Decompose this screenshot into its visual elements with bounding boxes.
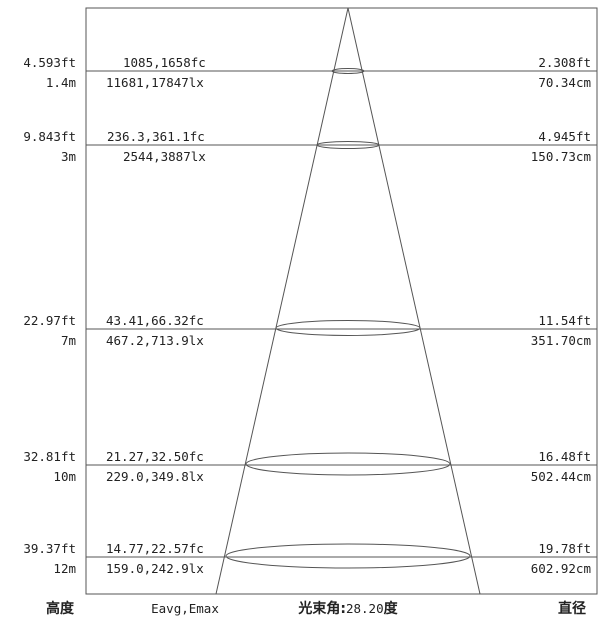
diameter-ft-label: 11.54ft	[538, 313, 591, 328]
height-ft-label: 39.37ft	[23, 541, 76, 556]
height-ft-label: 32.81ft	[23, 449, 76, 464]
diameter-cm-label: 351.70cm	[531, 333, 591, 348]
height-m-label: 7m	[61, 333, 76, 348]
diameter-cm-label: 502.44cm	[531, 469, 591, 484]
level-row: 22.97ft 7m 43.41,66.32fc 467.2,713.9lx 1…	[23, 313, 597, 348]
illuminance-lx-label: 467.2,713.9lx	[106, 333, 204, 348]
beam-spot-ellipse	[225, 543, 471, 569]
beam-angle-label: 光束角:28.20度	[297, 600, 398, 617]
illuminance-fc-label: 43.41,66.32fc	[106, 313, 204, 328]
diameter-ft-label: 19.78ft	[538, 541, 591, 556]
diameter-column-label: 直径	[558, 600, 586, 617]
illuminance-fc-label: 1085,1658fc	[123, 55, 206, 70]
beam-angle-prefix: 光束角:	[297, 600, 346, 617]
eavg-emax-column-label: Eavg,Emax	[151, 601, 219, 616]
height-column-label: 高度	[46, 600, 75, 617]
level-row: 4.593ft 1.4m 1085,1658fc 11681,17847lx 2…	[23, 55, 597, 90]
beam-cone-left-edge	[215, 7, 349, 595]
diameter-ft-label: 16.48ft	[538, 449, 591, 464]
beam-cone-right-edge	[347, 7, 481, 595]
illuminance-lx-label: 159.0,242.9lx	[106, 561, 204, 576]
level-row: 32.81ft 10m 21.27,32.50fc 229.0,349.8lx …	[23, 449, 597, 484]
height-m-label: 1.4m	[46, 75, 76, 90]
illuminance-fc-label: 21.27,32.50fc	[106, 449, 204, 464]
diameter-ft-label: 2.308ft	[538, 55, 591, 70]
beam-angle-unit: 度	[384, 600, 399, 617]
illuminance-lx-label: 11681,17847lx	[106, 75, 204, 90]
illuminance-fc-label: 14.77,22.57fc	[106, 541, 204, 556]
illuminance-lx-label: 2544,3887lx	[123, 149, 206, 164]
diameter-cm-label: 70.34cm	[538, 75, 591, 90]
beam-spot-ellipse	[316, 141, 380, 149]
level-row: 9.843ft 3m 236.3,361.1fc 2544,3887lx 4.9…	[23, 129, 597, 164]
diameter-cm-label: 150.73cm	[531, 149, 591, 164]
diameter-cm-label: 602.92cm	[531, 561, 591, 576]
illuminance-fc-label: 236.3,361.1fc	[107, 129, 205, 144]
diagram-frame	[85, 7, 598, 595]
beam-angle-value: 28.20	[346, 601, 384, 616]
beam-spot-ellipse	[275, 320, 421, 336]
beam-spot-ellipse	[331, 68, 365, 74]
height-ft-label: 9.843ft	[23, 129, 76, 144]
diameter-ft-label: 4.945ft	[538, 129, 591, 144]
beam-spot-ellipse	[245, 452, 451, 476]
height-m-label: 3m	[61, 149, 76, 164]
level-row: 39.37ft 12m 14.77,22.57fc 159.0,242.9lx …	[23, 541, 597, 576]
height-ft-label: 22.97ft	[23, 313, 76, 328]
illuminance-lx-label: 229.0,349.8lx	[106, 469, 204, 484]
height-ft-label: 4.593ft	[23, 55, 76, 70]
height-m-label: 12m	[53, 561, 76, 576]
height-m-label: 10m	[53, 469, 76, 484]
